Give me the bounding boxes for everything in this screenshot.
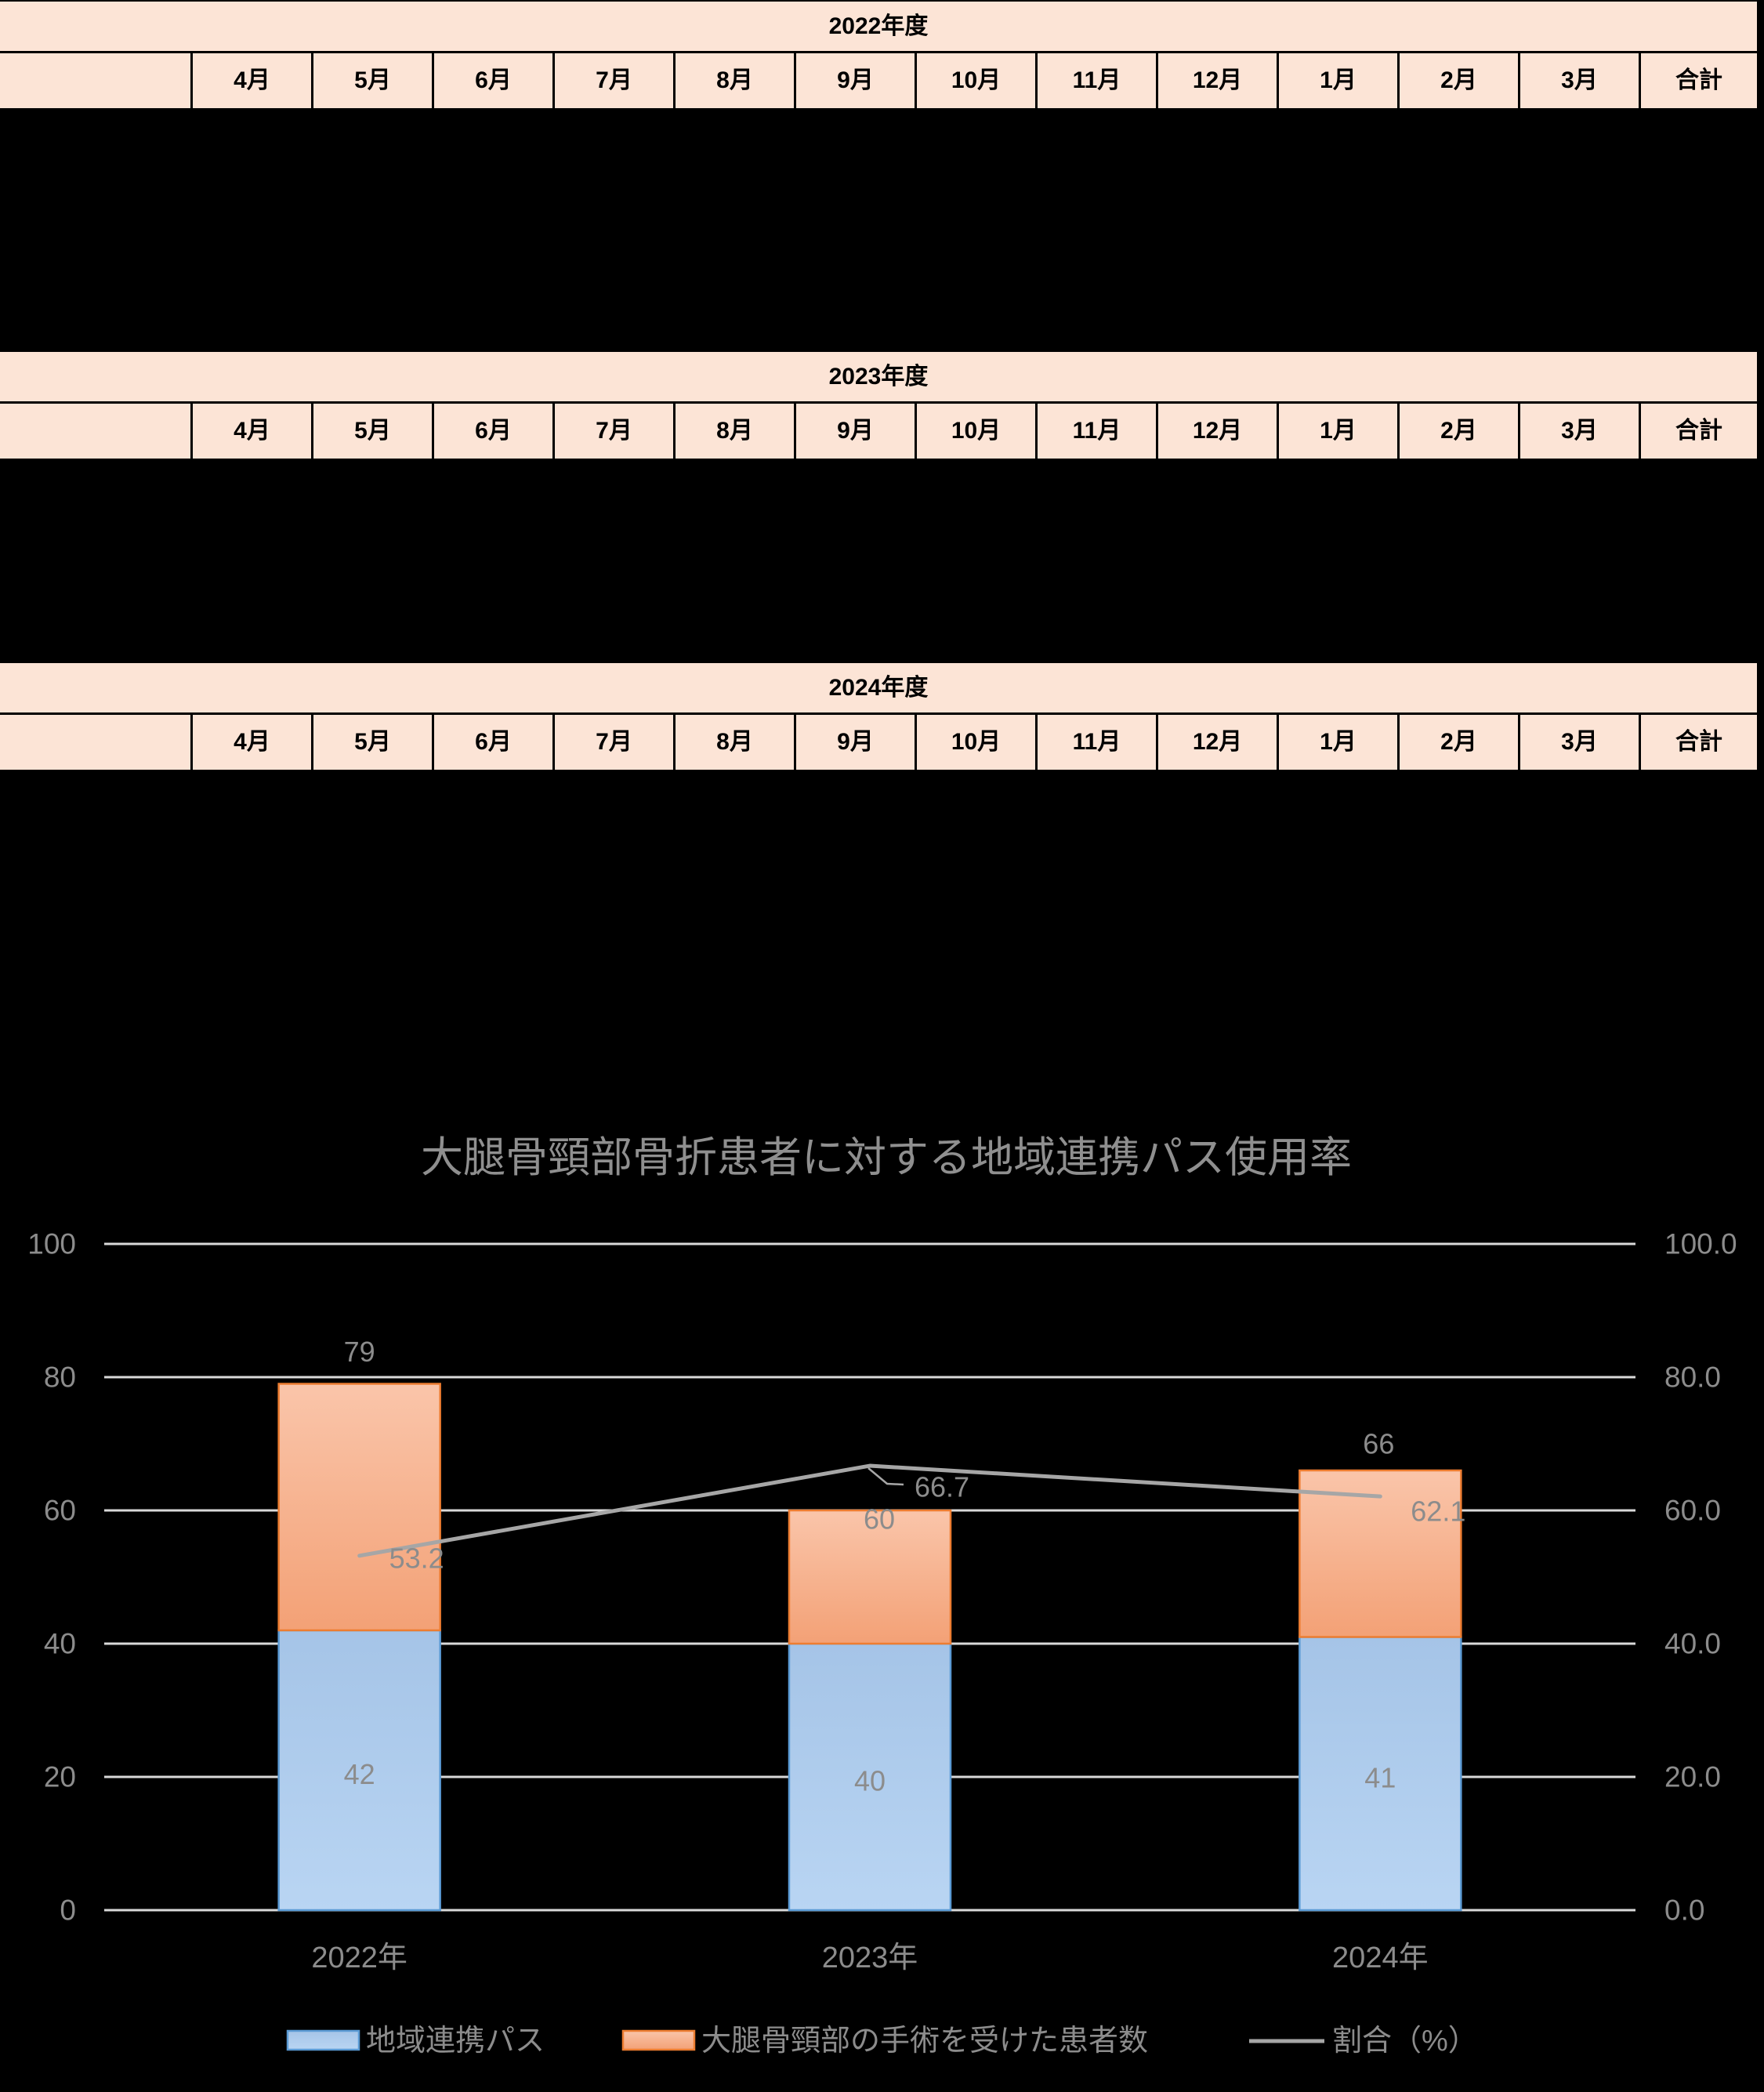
ratio-line-label: 66.7	[915, 1471, 969, 1503]
month-header: 12月	[1158, 715, 1279, 770]
left-axis-tick: 100	[27, 1228, 76, 1260]
month-header: 1月	[1279, 53, 1400, 108]
month-header: 9月	[796, 715, 917, 770]
month-header: 12月	[1158, 53, 1279, 108]
left-axis-tick: 80	[44, 1361, 76, 1394]
month-header: 3月	[1520, 404, 1641, 459]
legend-swatch-orange	[621, 2029, 696, 2051]
month-header: 1月	[1279, 404, 1400, 459]
bar-blue-label: 42	[344, 1758, 375, 1790]
table-2022: 2022年度 4月 5月 6月 7月 8月 9月 10月 11月 12月 1月 …	[0, 2, 1757, 108]
legend-label-blue: 地域連携パス	[366, 2025, 545, 2058]
month-header: 5月	[313, 404, 434, 459]
table-year-header: 2022年度	[0, 2, 1757, 53]
month-header: 7月	[555, 715, 676, 770]
bar-blue-label: 40	[854, 1765, 886, 1797]
month-header: 11月	[1038, 53, 1158, 108]
category-label: 2023年	[822, 1942, 918, 1974]
row-label-cell	[0, 53, 193, 108]
bar-total-label: 79	[344, 1336, 375, 1368]
table-year-header: 2023年度	[0, 352, 1757, 404]
month-header: 12月	[1158, 404, 1279, 459]
right-axis-tick: 0.0	[1664, 1894, 1704, 1927]
bar-blue-label: 41	[1364, 1761, 1396, 1793]
month-header: 8月	[676, 404, 796, 459]
month-header: 9月	[796, 53, 917, 108]
month-header: 6月	[434, 53, 555, 108]
month-header: 8月	[676, 715, 796, 770]
month-header: 11月	[1038, 404, 1158, 459]
total-header: 合計	[1641, 53, 1757, 108]
left-axis-tick: 20	[44, 1761, 76, 1793]
month-header: 3月	[1520, 715, 1641, 770]
month-header: 10月	[917, 715, 1038, 770]
month-header: 9月	[796, 404, 917, 459]
row-label-cell	[0, 404, 193, 459]
month-header: 4月	[193, 53, 313, 108]
month-header: 10月	[917, 404, 1038, 459]
right-axis-tick: 40.0	[1664, 1628, 1721, 1660]
right-axis-tick: 60.0	[1664, 1495, 1721, 1527]
bar-total-label: 66	[1363, 1428, 1394, 1460]
ratio-line-label: 53.2	[389, 1542, 444, 1574]
month-header: 2月	[1400, 404, 1520, 459]
bar-blue-segment	[788, 1642, 952, 1912]
month-header: 1月	[1279, 715, 1400, 770]
left-axis-tick: 40	[44, 1628, 76, 1660]
month-header: 7月	[555, 53, 676, 108]
ratio-label-leader	[868, 1467, 904, 1486]
bar-blue-segment	[1299, 1636, 1462, 1912]
left-axis-tick: 0	[60, 1894, 76, 1927]
month-header: 2月	[1400, 53, 1520, 108]
total-header: 合計	[1641, 404, 1757, 459]
category-label: 2022年	[311, 1942, 407, 1974]
month-header: 4月	[193, 404, 313, 459]
right-axis-tick: 80.0	[1664, 1361, 1721, 1394]
total-header: 合計	[1641, 715, 1757, 770]
category-label: 2024年	[1332, 1942, 1429, 1974]
bar-orange-segment	[277, 1383, 441, 1632]
month-header: 6月	[434, 404, 555, 459]
bar-blue-segment	[277, 1629, 441, 1912]
month-header: 2月	[1400, 715, 1520, 770]
month-header: 5月	[313, 715, 434, 770]
right-axis-tick: 100.0	[1664, 1228, 1737, 1260]
month-header: 7月	[555, 404, 676, 459]
month-header: 5月	[313, 53, 434, 108]
ratio-line	[357, 1463, 1382, 1558]
bar-orange-segment	[788, 1509, 952, 1645]
legend-label-ratio: 割合（%）	[1332, 2025, 1478, 2058]
chart-title: 大腿骨頸部骨折患者に対する地域連携パス使用率	[421, 1134, 1352, 1181]
month-header: 4月	[193, 715, 313, 770]
month-header: 10月	[917, 53, 1038, 108]
row-label-cell	[0, 715, 193, 770]
legend-label-orange: 大腿骨頸部の手術を受けた患者数	[701, 2025, 1148, 2058]
left-axis-tick: 60	[44, 1495, 76, 1527]
bar-total-label: 60	[864, 1503, 895, 1535]
table-2023: 2023年度 4月 5月 6月 7月 8月 9月 10月 11月 12月 1月 …	[0, 352, 1757, 459]
table-2024: 2024年度 4月 5月 6月 7月 8月 9月 10月 11月 12月 1月 …	[0, 663, 1757, 770]
legend-swatch-blue	[286, 2029, 360, 2051]
month-header: 8月	[676, 53, 796, 108]
month-header: 11月	[1038, 715, 1158, 770]
month-header: 6月	[434, 715, 555, 770]
right-axis-tick: 20.0	[1664, 1761, 1721, 1793]
month-header: 3月	[1520, 53, 1641, 108]
ratio-line-label: 62.1	[1411, 1496, 1465, 1528]
table-year-header: 2024年度	[0, 663, 1757, 715]
